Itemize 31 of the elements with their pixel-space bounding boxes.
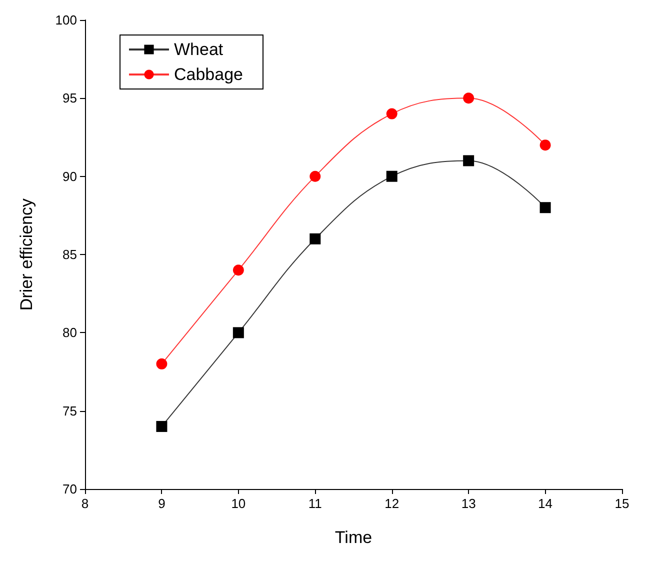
point	[540, 202, 551, 214]
x-tick-label: 10	[231, 496, 246, 511]
y-tick-label: 70	[62, 482, 77, 496]
point	[310, 233, 321, 244]
y-tick-label: 80	[62, 325, 77, 340]
point	[540, 140, 551, 151]
point	[156, 420, 168, 432]
x-tick-label: 14	[538, 496, 553, 511]
x-tick-label: 8	[81, 496, 89, 511]
y-tick-label: 85	[62, 247, 77, 262]
x-tick-label: 11	[308, 496, 322, 511]
y-tick-label: 95	[62, 90, 77, 106]
legend-label: Wheat	[174, 40, 224, 59]
y-axis-title: Drier efficiency	[17, 198, 36, 311]
x-tick-label: 13	[461, 496, 476, 511]
x-tick-label: 9	[158, 496, 166, 511]
y-tick-label: 90	[62, 168, 77, 184]
point	[232, 264, 244, 276]
y-tick-label: 100	[55, 12, 77, 28]
x-tick-label: 15	[614, 496, 630, 511]
point	[386, 170, 398, 182]
point	[463, 92, 474, 104]
point	[386, 108, 398, 120]
point	[232, 327, 244, 338]
x-axis-title: Time	[334, 528, 372, 547]
point	[310, 170, 321, 182]
legend-label: Cabbage	[174, 65, 244, 84]
x-tick-label: 12	[384, 496, 400, 511]
point	[156, 358, 168, 370]
point	[463, 155, 474, 166]
y-tick-label: 75	[62, 403, 77, 418]
